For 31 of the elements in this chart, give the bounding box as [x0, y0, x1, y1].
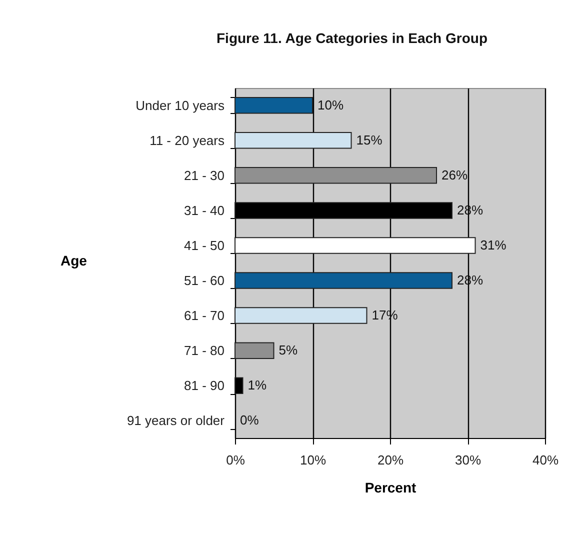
y-tick-label: 71 - 80	[184, 343, 224, 358]
x-tick-label: 30%	[454, 452, 482, 468]
x-axis-title: Percent	[364, 480, 417, 496]
bar	[234, 132, 352, 149]
y-tick-label: 31 - 40	[184, 202, 224, 218]
data-label: 0%	[240, 412, 260, 428]
data-label: 1%	[248, 378, 267, 393]
data-label: 10%	[318, 97, 344, 112]
y-tick-label: 21 - 30	[184, 168, 224, 183]
bar	[234, 96, 313, 114]
bar	[234, 307, 368, 324]
x-tick-label: 40%	[532, 452, 559, 468]
y-axis-title: Age	[60, 252, 88, 268]
data-label: 15%	[356, 132, 383, 148]
y-tick-label: 51 - 60	[184, 273, 224, 288]
chart-title: Figure 11. Age Categories in Each Group	[216, 30, 488, 46]
bar	[234, 237, 476, 254]
y-tick-label: 91 years or older	[126, 413, 226, 428]
y-tick-label: 81 - 90	[184, 378, 224, 394]
bar	[234, 272, 452, 289]
data-label: 26%	[442, 167, 468, 182]
y-tick-label: 41 - 50	[184, 238, 224, 253]
y-tick-label: 61 - 70	[184, 308, 224, 324]
data-label: 31%	[480, 237, 507, 252]
x-tick-label: 20%	[377, 452, 404, 468]
x-tick-label: 0%	[226, 452, 246, 468]
bar	[234, 377, 244, 394]
y-tick-label: Under 10 years	[136, 98, 225, 113]
y-tick-label: 11 - 20 years	[150, 132, 225, 148]
x-tick-label: 10%	[300, 452, 326, 468]
data-label: 5%	[278, 342, 298, 358]
